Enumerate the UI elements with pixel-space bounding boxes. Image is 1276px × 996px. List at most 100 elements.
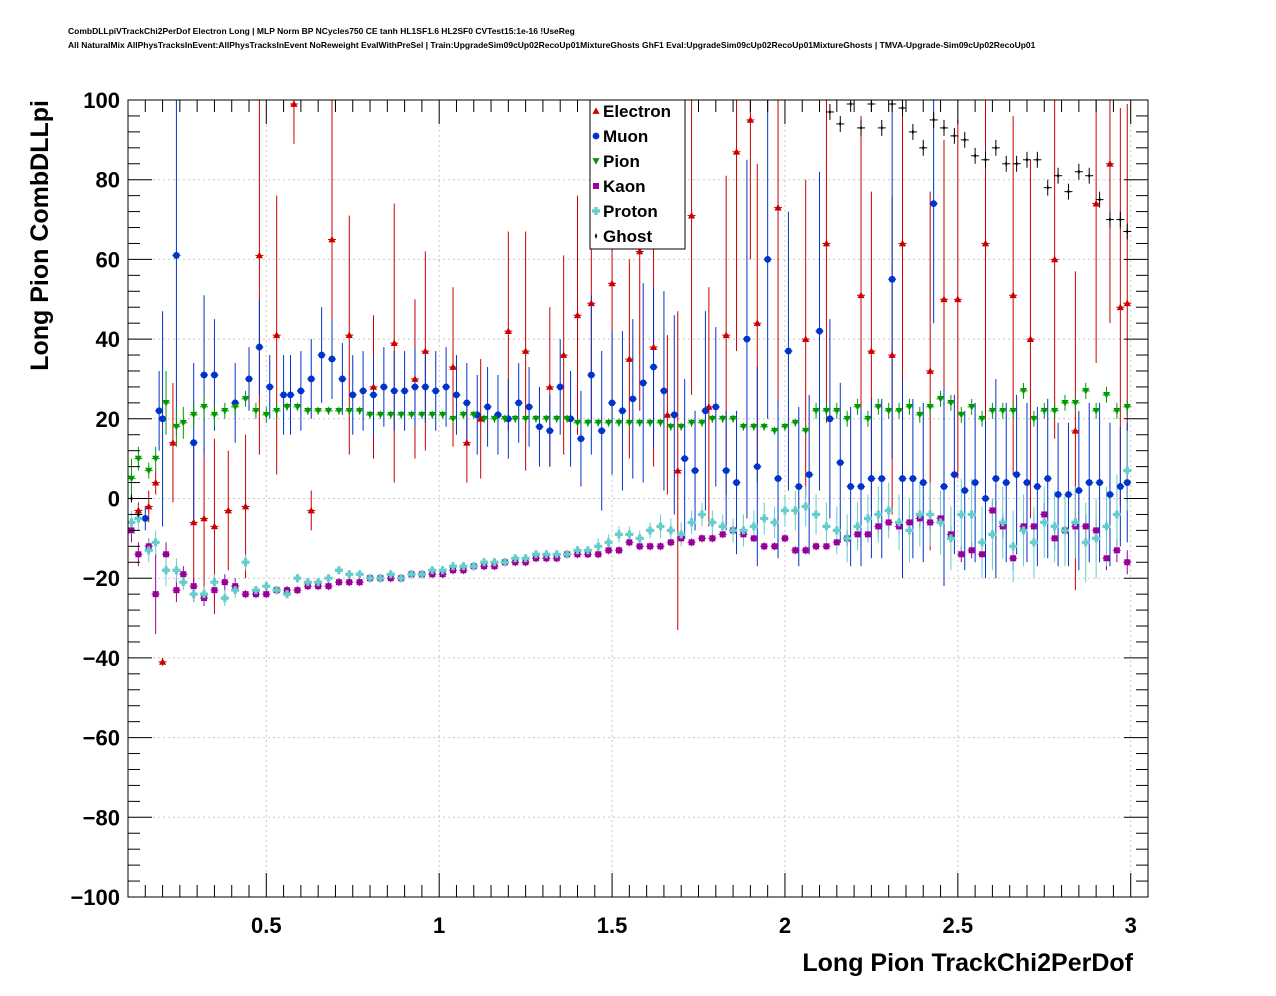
kaon-legend-marker xyxy=(593,183,599,189)
pion-point xyxy=(418,411,426,419)
proton-point xyxy=(1009,542,1018,551)
muon-point xyxy=(370,391,377,399)
kaon-point xyxy=(802,547,809,554)
y-axis-title: Long Pion CombDLLpi xyxy=(26,100,54,371)
proton-point xyxy=(635,534,644,543)
muon-point xyxy=(753,463,761,471)
muon-point xyxy=(536,423,543,431)
proton-point xyxy=(283,590,292,599)
electron-point xyxy=(463,439,471,446)
ghost-point xyxy=(973,152,977,159)
muon-point xyxy=(639,379,647,387)
muon-point xyxy=(1033,483,1041,490)
muon-point xyxy=(349,391,357,399)
proton-point xyxy=(151,538,160,547)
proton-point xyxy=(1123,466,1132,475)
pion-point xyxy=(573,419,582,427)
electron-point xyxy=(504,327,512,335)
proton-point xyxy=(915,510,924,519)
pion-point xyxy=(978,415,986,423)
kaon-point xyxy=(688,539,695,546)
title-line-1: CombDLLpiVTrackChi2PerDof Electron Long … xyxy=(68,26,575,36)
pion-point xyxy=(968,403,976,411)
muon-point xyxy=(1116,483,1124,490)
pion-point xyxy=(190,411,198,419)
pion-point xyxy=(134,455,142,463)
muon-point xyxy=(525,403,533,411)
proton-point xyxy=(355,570,364,579)
electron-point xyxy=(722,331,730,338)
muon-point xyxy=(442,383,450,391)
pion-point xyxy=(667,423,675,431)
pion-point xyxy=(802,427,810,435)
proton-point xyxy=(1050,522,1059,531)
proton-point xyxy=(469,562,478,571)
proton-point xyxy=(189,590,198,599)
kaon-point xyxy=(885,519,892,526)
proton-point xyxy=(760,514,769,523)
ghost-point xyxy=(922,144,925,151)
kaon-point xyxy=(242,591,249,598)
proton-point xyxy=(500,558,509,567)
y-tick-label: −100 xyxy=(70,885,120,910)
electron-point xyxy=(449,363,457,370)
muon-point xyxy=(287,391,294,399)
muon-point xyxy=(805,471,813,478)
proton-point xyxy=(749,522,758,531)
kaon-point xyxy=(781,535,788,542)
muon-point xyxy=(619,407,626,415)
pion-point xyxy=(687,419,696,427)
muon-point xyxy=(328,355,336,363)
muon-point xyxy=(141,515,149,522)
electron-point xyxy=(255,251,263,259)
y-tick-label: 0 xyxy=(108,487,120,512)
muon-point xyxy=(155,407,163,415)
pion-point xyxy=(1071,399,1079,407)
pion-point xyxy=(470,411,478,419)
pion-point xyxy=(885,407,893,415)
muon-point xyxy=(598,427,606,435)
muon-legend-marker xyxy=(592,132,600,140)
muon-point xyxy=(297,387,305,395)
kaon-point xyxy=(719,531,726,538)
proton-point xyxy=(884,506,893,515)
muon-point xyxy=(421,383,429,391)
muon-point xyxy=(764,256,772,263)
electron-point xyxy=(145,502,153,510)
pion-point xyxy=(822,407,831,415)
pion-point xyxy=(584,419,592,427)
pion-point xyxy=(926,403,934,411)
electron-point xyxy=(241,502,250,510)
muon-point xyxy=(587,371,595,379)
proton-point xyxy=(832,526,841,535)
muon-point xyxy=(712,403,720,411)
muon-point xyxy=(950,471,958,478)
kaon-point xyxy=(1124,559,1131,566)
kaon-point xyxy=(346,579,353,586)
muon-point xyxy=(515,399,523,407)
proton-point xyxy=(729,526,738,535)
pion-point xyxy=(356,407,364,415)
muon-point xyxy=(722,467,730,475)
proton-point xyxy=(718,522,727,531)
proton-point xyxy=(397,574,406,583)
muon-point xyxy=(650,363,657,371)
ghost-point xyxy=(994,144,998,151)
electron-point xyxy=(1092,200,1100,207)
ghost-point xyxy=(1067,188,1070,195)
ghost-point xyxy=(1126,228,1129,235)
proton-point xyxy=(946,534,955,543)
electron-point xyxy=(573,311,582,319)
pion-point xyxy=(172,423,181,431)
kaon-point xyxy=(1010,555,1017,562)
pion-point xyxy=(1082,388,1090,395)
pion-point xyxy=(874,403,882,411)
muon-point xyxy=(909,475,917,482)
kaon-legend-label: Kaon xyxy=(603,177,646,196)
legend: Electron Muon Pion Kaon Proton Ghost xyxy=(589,99,686,250)
electron-point xyxy=(746,116,754,123)
muon-point xyxy=(629,395,637,403)
proton-point xyxy=(162,566,171,575)
electron-point xyxy=(522,347,530,354)
electron-point xyxy=(636,247,644,255)
